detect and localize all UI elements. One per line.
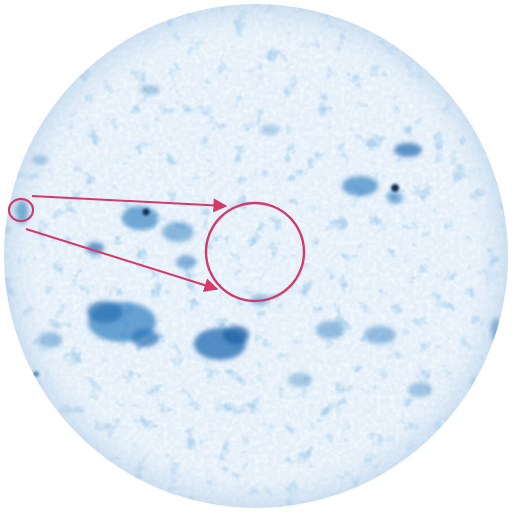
annotations: [7, 195, 306, 303]
upper-pointer-arrow: [31, 195, 228, 213]
small-highlight-circle: [7, 197, 35, 223]
lower-pointer-arrow: [25, 228, 219, 292]
zoom-highlight-circle: [204, 201, 306, 303]
limb-shading: [4, 4, 508, 508]
